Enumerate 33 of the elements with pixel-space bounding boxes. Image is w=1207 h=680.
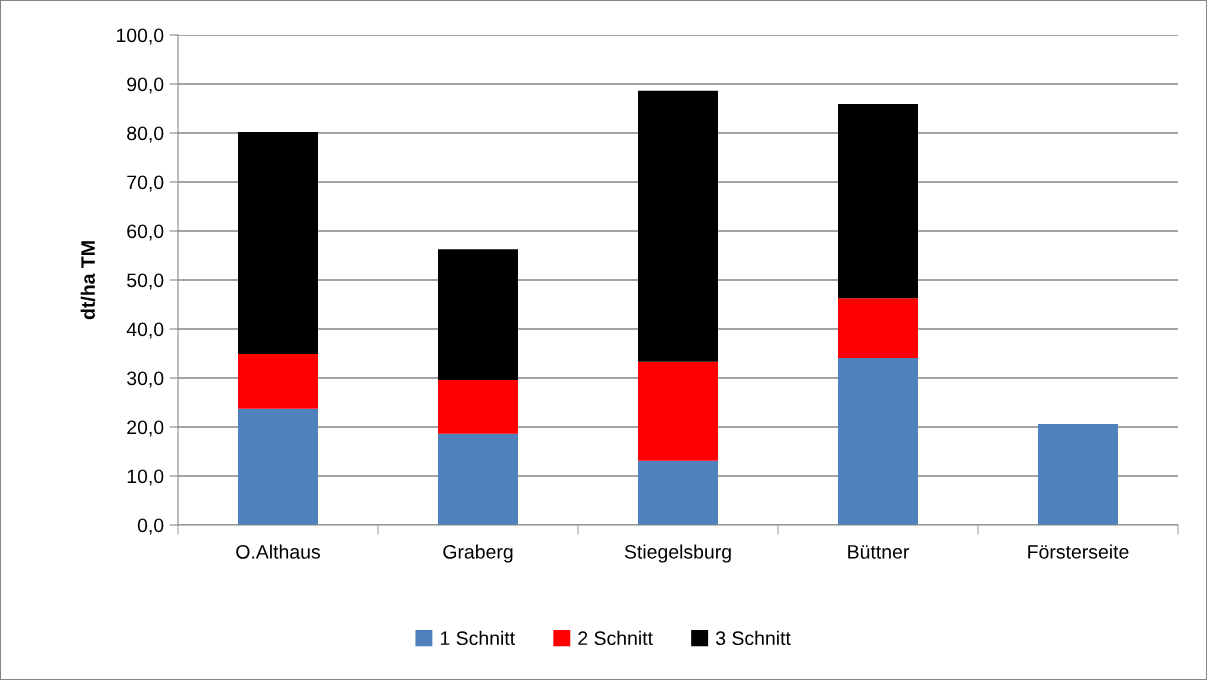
x-tick-label: Büttner (848, 545, 910, 559)
bar (1038, 424, 1118, 525)
x-tick-label: Försterseite (1028, 544, 1129, 559)
y-tick-label: 100,0 (116, 28, 164, 45)
legend-label: 1 Schnitt (440, 630, 515, 646)
bar (438, 249, 518, 380)
y-tick-label: 30,0 (127, 371, 164, 388)
y-tick-label: 50,0 (127, 273, 164, 290)
x-tick-label: Stiegelsburg (624, 544, 731, 563)
x-tick-label: Graberg (443, 544, 513, 563)
bar (438, 433, 518, 525)
bar (638, 361, 718, 461)
y-tick-label: 0,0 (137, 518, 164, 535)
y-tick-label: 70,0 (127, 175, 164, 192)
y-tick-label: 90,0 (127, 77, 164, 94)
x-tick-label: O.Althaus (236, 544, 320, 559)
bar (438, 379, 518, 434)
bar (238, 408, 318, 525)
bar (638, 460, 718, 525)
bar (838, 104, 918, 299)
y-axis-title: dt/ha TM (80, 241, 96, 320)
legend-label: 3 Schnitt (715, 630, 791, 646)
y-tick-label: 80,0 (127, 126, 164, 143)
y-tick-label: 40,0 (126, 322, 164, 339)
y-tick-label: 60,0 (127, 224, 164, 241)
bar (838, 357, 918, 525)
y-tick-label: 20,0 (127, 420, 164, 437)
bar (638, 90, 718, 362)
bar (238, 353, 318, 409)
bar (238, 132, 318, 354)
bar (838, 298, 918, 358)
y-tick-label: 10,0 (127, 469, 164, 486)
legend-label: 2 Schnitt (578, 630, 653, 646)
